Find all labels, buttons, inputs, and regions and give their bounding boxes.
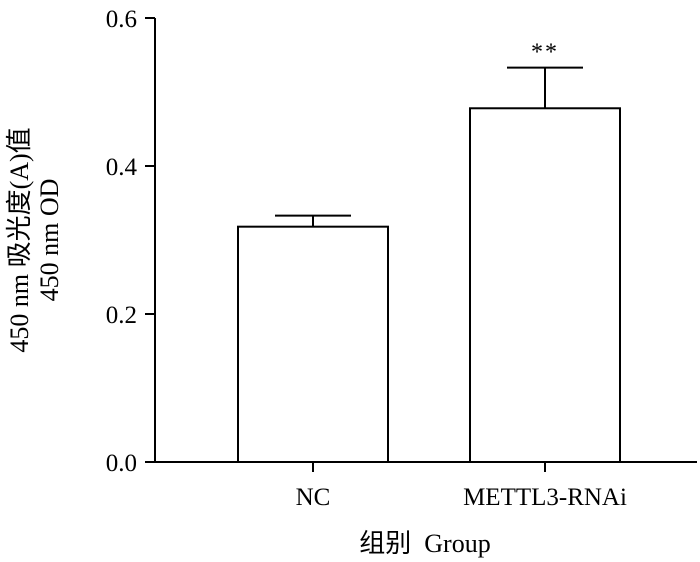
y-ticks-group: 0.0 0.2 0.4 0.6 [106,6,155,477]
y-tick-label: 0.6 [106,6,137,33]
y-axis-title-line-1: 450 nm 吸光度(A)值 [5,127,34,352]
y-tick-label: 0.2 [106,302,137,329]
significance-marker: ** [531,40,559,66]
x-tick-label: NC [296,484,331,511]
y-tick-label: 0.0 [106,450,137,477]
bar-nc [237,225,389,463]
bar-mettl3-rnai [469,107,621,463]
y-tick-label: 0.4 [106,154,138,181]
y-axis-title-line-2: 450 nm OD [35,179,64,302]
x-tick-label: METTL3-RNAi [463,484,627,511]
x-ticks-group: NC METTL3-RNAi [296,462,627,511]
bars-group: ** [237,40,621,463]
x-axis-title: 组别 Group [359,529,490,558]
